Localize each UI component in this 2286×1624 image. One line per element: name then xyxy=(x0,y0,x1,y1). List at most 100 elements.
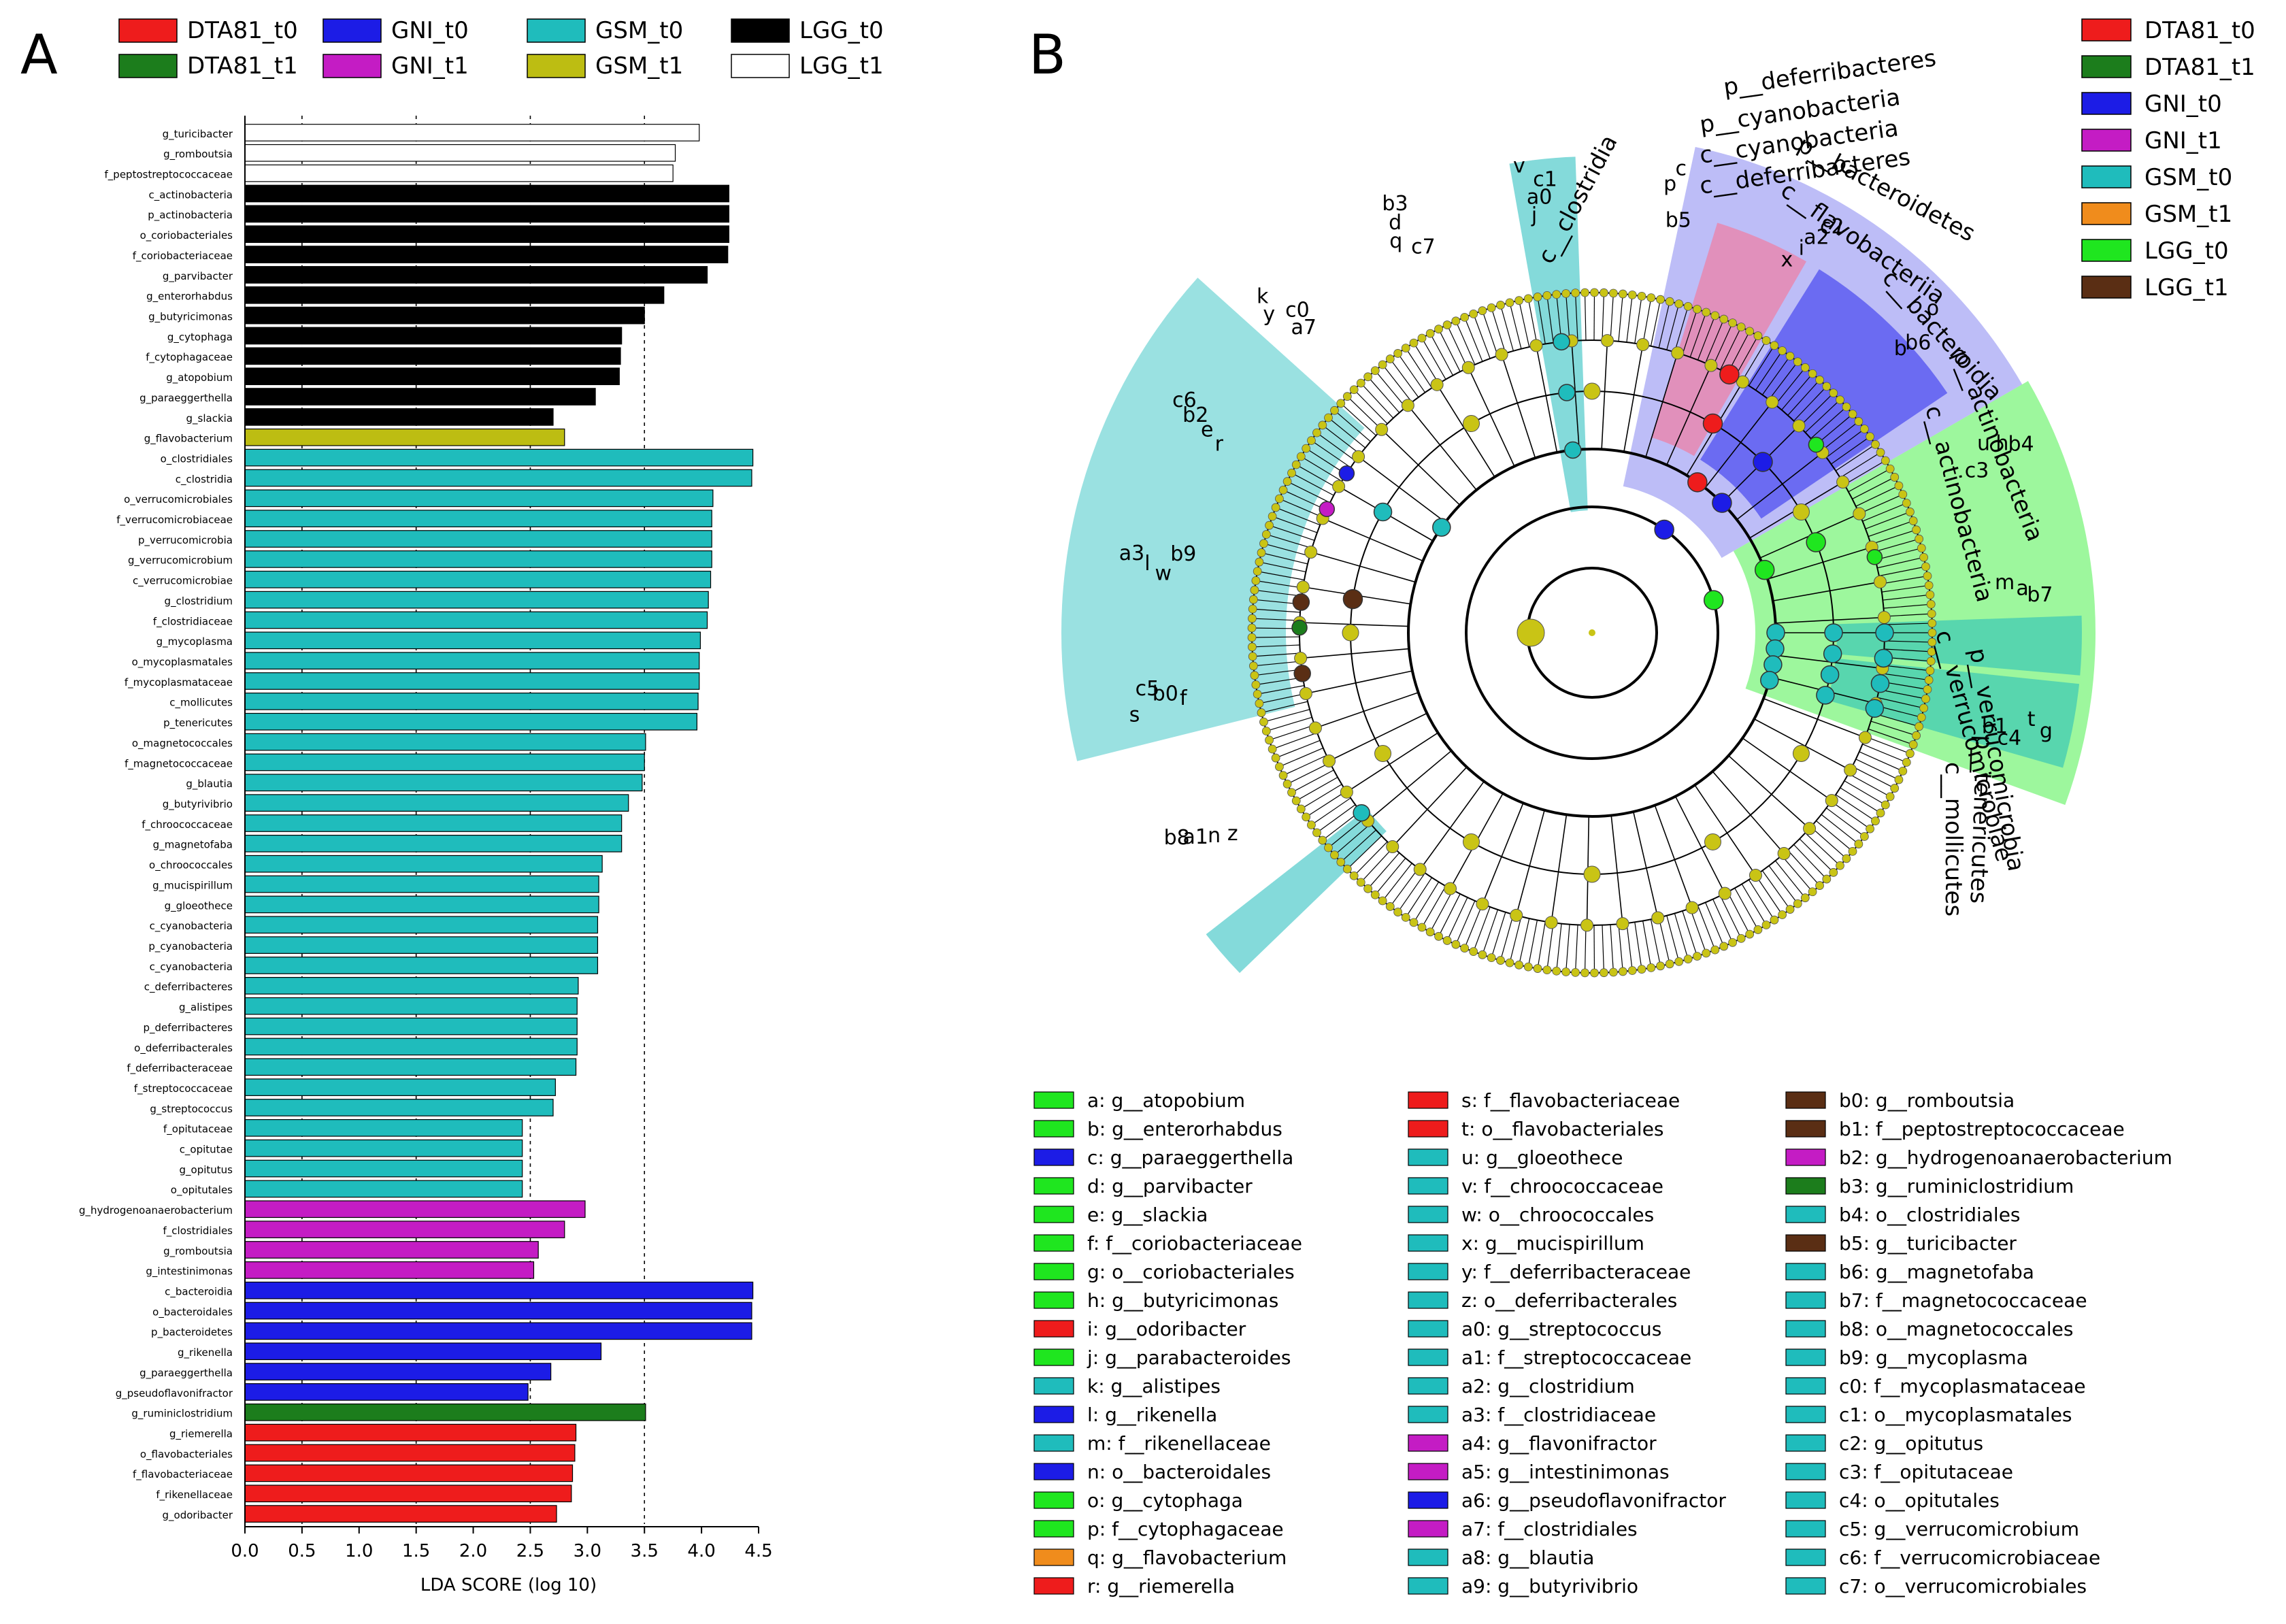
leaf-node xyxy=(1647,294,1655,302)
leaf-node xyxy=(1876,448,1885,457)
key-entry: c5: g__verrucomicrobium xyxy=(1839,1518,2079,1540)
biomarker-node xyxy=(1871,675,1889,693)
legend-swatch xyxy=(731,54,789,78)
leaf-node xyxy=(1860,833,1868,841)
tree-branch xyxy=(1863,744,1907,763)
tree-node xyxy=(1305,546,1317,558)
bar-label: o_mycoplasmatales xyxy=(132,656,233,669)
bar xyxy=(245,1059,576,1075)
key-swatch xyxy=(1408,1578,1448,1594)
bar-label: c_actinobacteria xyxy=(148,188,233,201)
leaf-node xyxy=(1927,657,1935,665)
bar-label: g_paraeggerthella xyxy=(139,392,233,405)
bar-label: g_verrucomicrobium xyxy=(128,554,233,567)
bar-label: g_flavobacterium xyxy=(144,433,233,446)
leaf-node xyxy=(1581,969,1589,977)
key-entry: p: f__cytophagaceae xyxy=(1087,1518,1284,1540)
biomarker-node xyxy=(1764,656,1782,674)
legend-entry: GNI_t0 xyxy=(2144,90,2222,118)
biomarker-node xyxy=(1821,666,1839,684)
tree-node xyxy=(1463,833,1480,850)
key-swatch xyxy=(1786,1121,1825,1137)
bar xyxy=(245,1363,551,1380)
tree-branch xyxy=(1420,781,1484,869)
leaf-node xyxy=(1506,959,1514,967)
tree-branch xyxy=(1301,784,1342,809)
leaf-node xyxy=(1562,289,1570,297)
node-letter: b5 xyxy=(1666,208,1691,232)
biomarker-node xyxy=(1755,561,1774,580)
biomarker-node xyxy=(1353,805,1370,821)
leaf-node xyxy=(1657,295,1665,303)
legend-swatch xyxy=(527,54,585,78)
leaf-node xyxy=(1543,291,1551,299)
key-entry: f: f__coriobacteriaceae xyxy=(1087,1232,1302,1255)
key-entry: a3: f__clostridiaceae xyxy=(1461,1404,1656,1426)
lda-bar-chart: A DTA81_t0DTA81_t1GNI_t0GNI_t1GSM_t0GSM_… xyxy=(0,0,1021,1621)
bar xyxy=(245,815,622,831)
leaf-node xyxy=(1926,591,1934,599)
leaf-node xyxy=(1470,948,1478,956)
leaf-node xyxy=(1628,291,1636,299)
key-swatch xyxy=(1034,1263,1074,1280)
leaf-node xyxy=(1275,495,1283,503)
legend-entry: LGG_t0 xyxy=(799,17,884,44)
key-entry: a5: g__intestinimonas xyxy=(1461,1461,1670,1483)
bar-label: o_flavobacteriales xyxy=(140,1448,233,1461)
node-letter: c2 xyxy=(1820,215,1844,239)
node-letter: b7 xyxy=(2027,583,2053,607)
leaf-node xyxy=(1257,548,1265,557)
tree-node xyxy=(1545,916,1557,929)
x-tick-label: 2.0 xyxy=(459,1541,487,1561)
bar-label: g_riemerella xyxy=(169,1428,233,1441)
bar xyxy=(245,1444,575,1461)
leaf-node xyxy=(1418,334,1426,342)
leaf-node xyxy=(1754,332,1762,340)
leaf-node xyxy=(1302,813,1310,821)
key-swatch xyxy=(1408,1549,1448,1565)
x-tick-label: 3.0 xyxy=(574,1541,601,1561)
bar-label: g_cytophaga xyxy=(167,331,233,344)
tree-branch xyxy=(1287,763,1330,784)
bar xyxy=(245,978,578,994)
leaf-node xyxy=(1909,517,1917,525)
key-entry: j: g__parabacteroides xyxy=(1087,1346,1291,1369)
leaf-node xyxy=(1265,736,1274,744)
bar xyxy=(245,1242,538,1258)
leaf-node xyxy=(1350,386,1358,394)
key-entry: x: g__mucispirillum xyxy=(1461,1232,1644,1255)
node-letter: f xyxy=(1180,686,1188,710)
leaf-node xyxy=(1325,414,1333,422)
biomarker-node xyxy=(1806,533,1825,552)
tree-branch xyxy=(1576,925,1578,972)
bar-label: g_alistipes xyxy=(179,1001,233,1014)
legend-a: DTA81_t0DTA81_t1GNI_t0GNI_t1GSM_t0GSM_t1… xyxy=(119,17,884,80)
leaf-node xyxy=(1426,928,1434,936)
biomarker-node xyxy=(1866,699,1883,717)
leaf-node xyxy=(1823,382,1831,391)
leaf-node xyxy=(1319,836,1327,844)
key-swatch xyxy=(1034,1578,1074,1594)
bar-label: c_cyanobacteria xyxy=(150,920,233,933)
tree-branch xyxy=(1301,649,1409,659)
tree-node xyxy=(1584,866,1600,882)
key-swatch xyxy=(1408,1121,1448,1137)
leaf-node xyxy=(1506,299,1514,307)
leaf-node xyxy=(1619,290,1627,298)
tree-node xyxy=(1837,476,1849,488)
tree-branch xyxy=(1706,902,1724,946)
tree-branch xyxy=(1762,871,1790,910)
legend-swatch xyxy=(731,19,789,42)
tree-branch xyxy=(1306,671,1412,693)
center-node xyxy=(1589,629,1595,636)
bar-label: f_cytophagaceae xyxy=(146,351,233,364)
bar xyxy=(245,957,597,974)
leaf-node xyxy=(1895,776,1903,784)
clade-label: c__mollicutes xyxy=(1940,762,1967,916)
legend-entry: GSM_t1 xyxy=(595,52,683,80)
key-swatch xyxy=(1786,1463,1825,1480)
bar xyxy=(245,632,700,648)
biomarker-node xyxy=(1433,518,1451,536)
legend-entry: LGG_t1 xyxy=(2144,274,2229,301)
bar-label: c_mollicutes xyxy=(169,697,233,710)
